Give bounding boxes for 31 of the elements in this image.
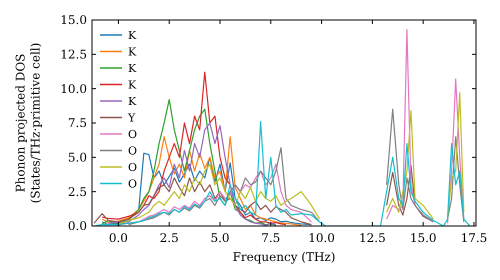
legend-label: K [128, 94, 137, 108]
y-tick-label: 7.5 [68, 116, 87, 130]
legend-label: K [128, 45, 137, 58]
legend-label: K [128, 78, 137, 92]
y-tick-label: 2.5 [68, 184, 87, 199]
x-tick-label: 2.5 [160, 231, 179, 245]
y-tick-label: 10.0 [60, 82, 87, 96]
x-tick-label: 17.5 [460, 231, 488, 245]
x-tick-label: 0.0 [108, 231, 128, 245]
line-series [108, 122, 276, 226]
legend-label: Y [127, 111, 136, 124]
y-axis-title: Phonon projected DOS (States/THz·primitive cell) [14, 42, 42, 204]
x-tick-label: 5.0 [210, 231, 230, 245]
x-tick-label: 15.0 [410, 231, 437, 245]
y-tick-label: 5.0 [68, 150, 87, 165]
line-series [102, 72, 287, 226]
y-tick-label: 15.0 [60, 13, 87, 28]
line-series [93, 121, 471, 226]
y-tick-label: 0.0 [68, 219, 87, 234]
x-tick-label: 7.5 [261, 231, 280, 245]
x-tick-label: 12.5 [359, 231, 386, 245]
legend-label: K [128, 62, 137, 75]
legend-label: O [128, 177, 138, 190]
legend-label: O [128, 144, 138, 158]
line-series [102, 99, 276, 226]
legend-label: K [128, 28, 137, 42]
legend-label: O [128, 160, 138, 174]
legend-label: O [128, 128, 138, 141]
y-tick-label: 12.5 [60, 48, 87, 62]
x-axis-title: Frequency (THz) [232, 250, 336, 264]
x-tick-label: 10.0 [308, 231, 335, 245]
